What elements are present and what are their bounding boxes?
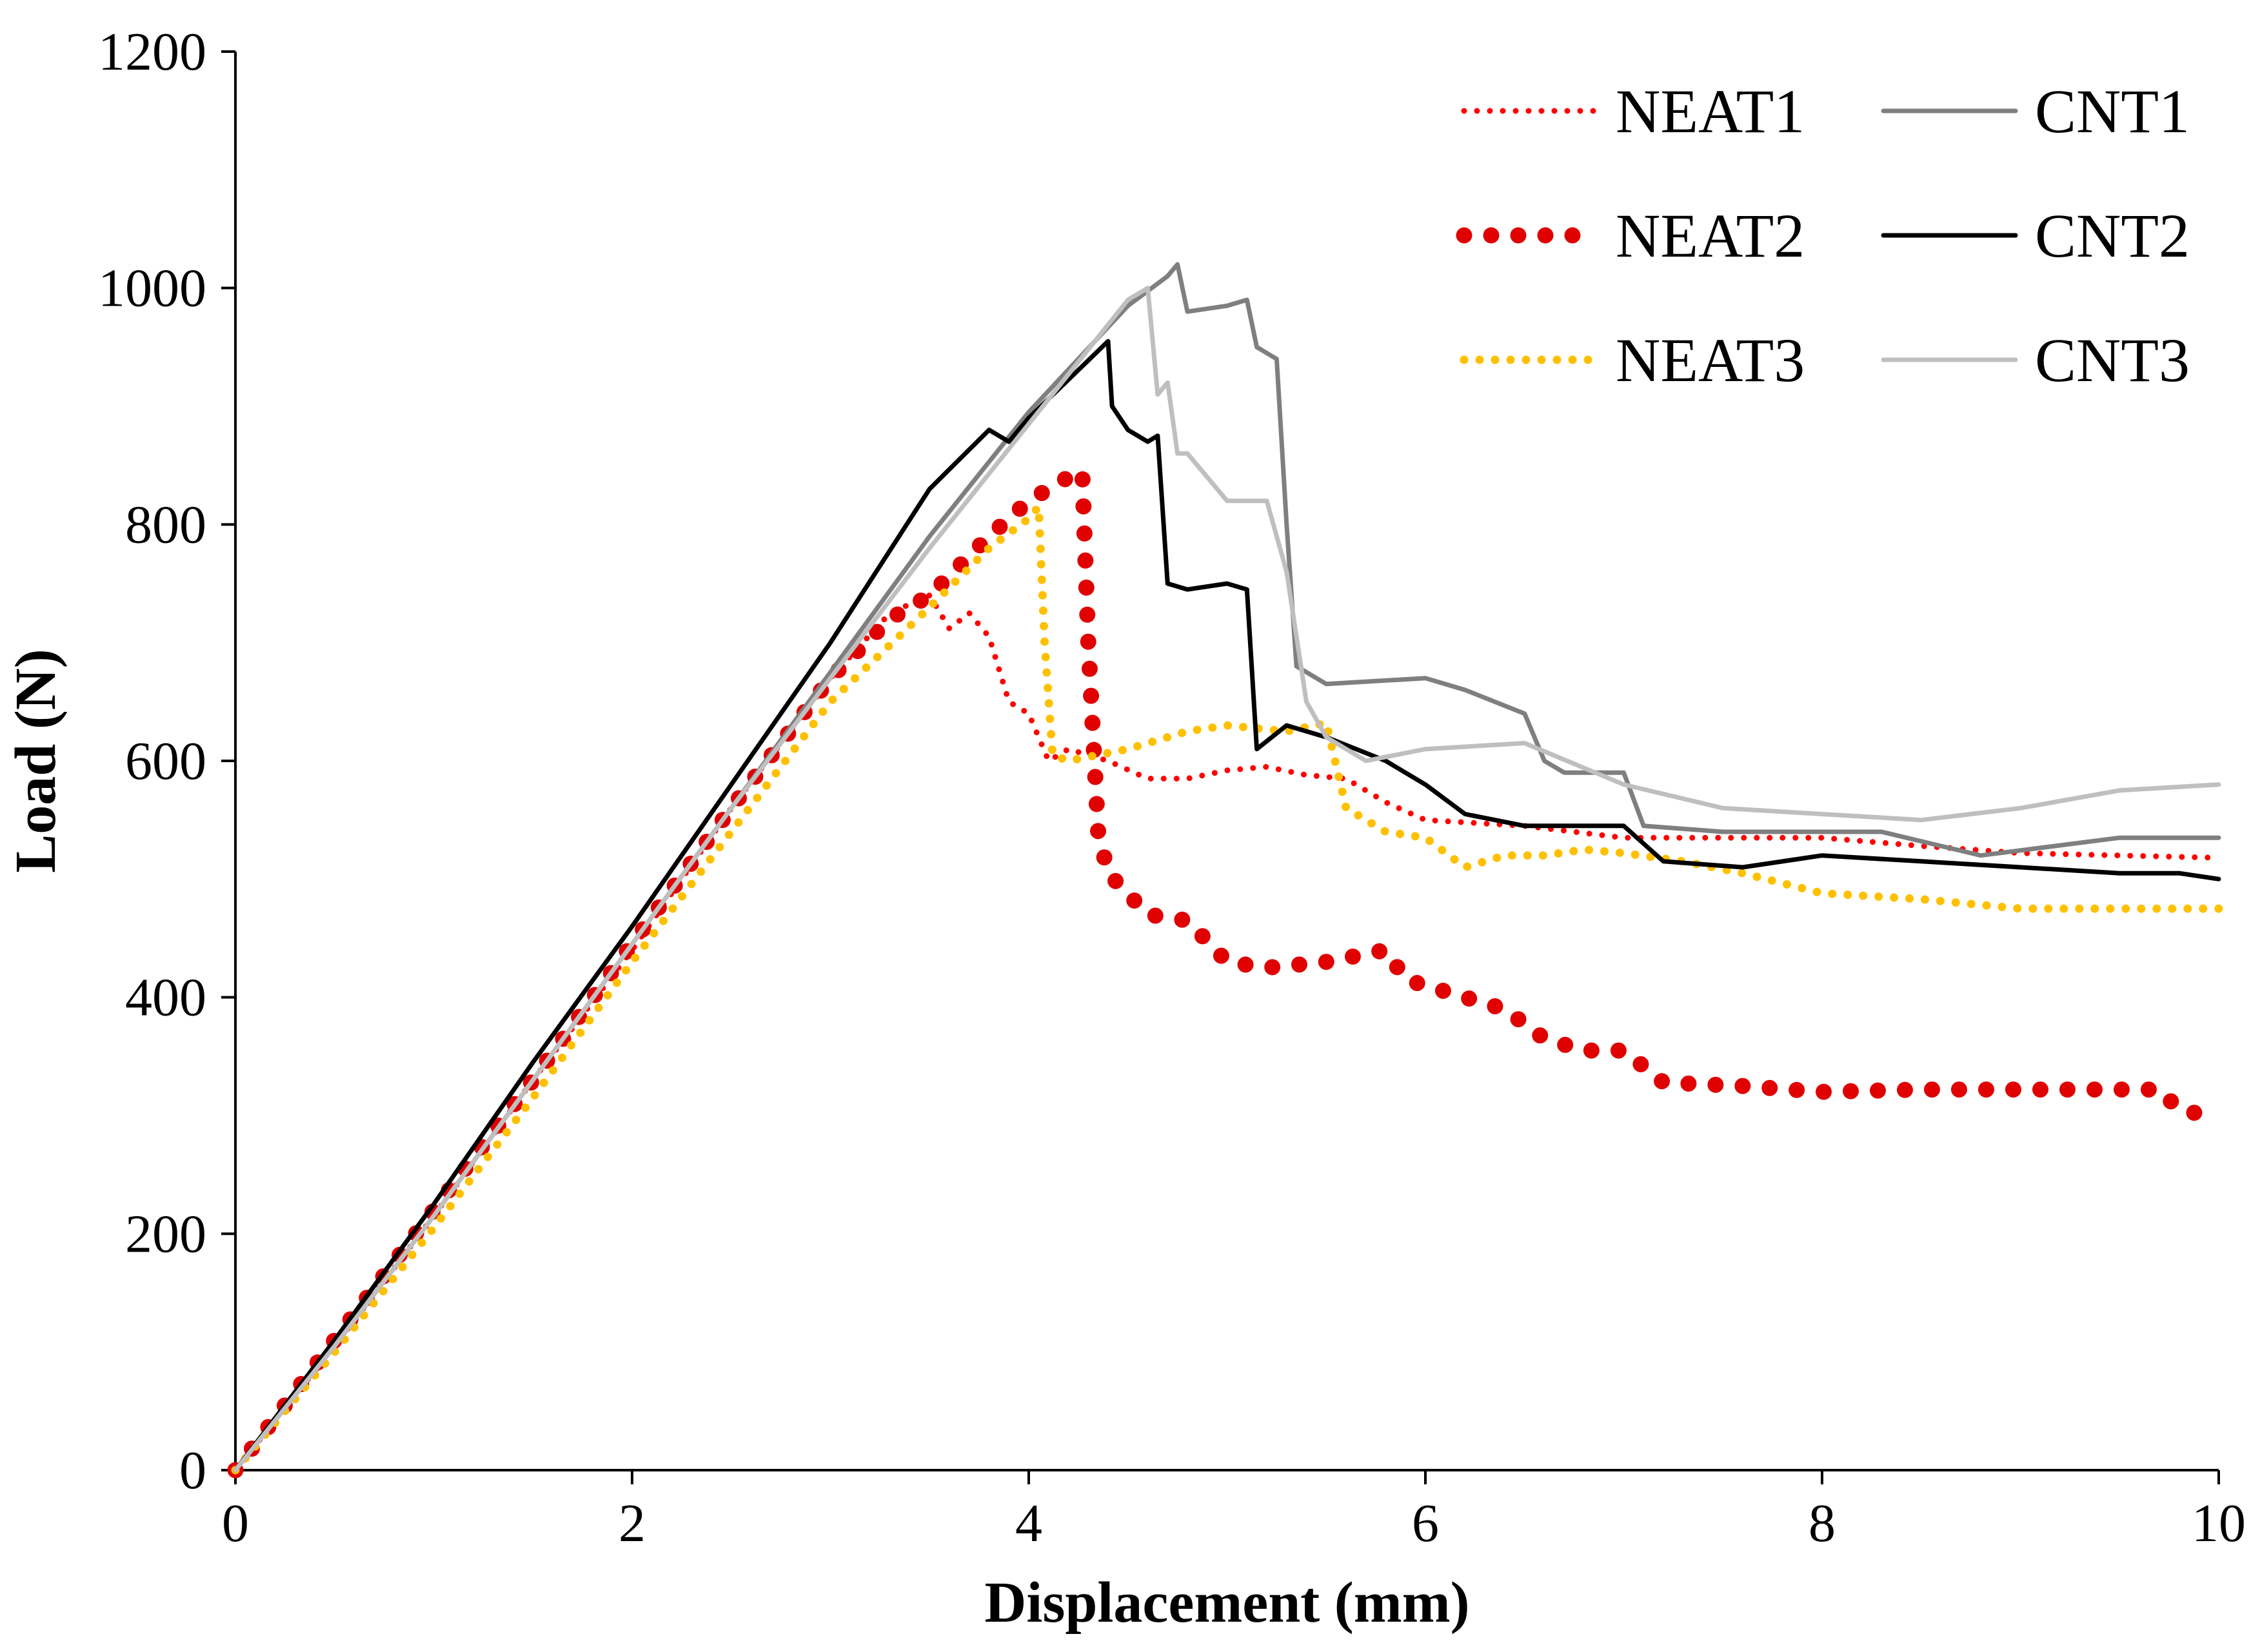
x-tick-label: 4 (1015, 1493, 1042, 1553)
x-tick-label: 8 (1809, 1493, 1836, 1553)
y-tick-label: 600 (125, 731, 206, 791)
series-neat3-line (231, 502, 2223, 1475)
series-neat1-line (232, 592, 2222, 1473)
x-tick-label: 10 (2192, 1493, 2246, 1553)
y-tick-label: 1200 (98, 22, 206, 82)
y-tick-label: 1000 (98, 259, 206, 319)
series-cnt3-line (233, 286, 2221, 1473)
legend-label-neat1: NEAT1 (1616, 77, 1805, 146)
legend: NEAT1 CNT1 NEAT2 CNT2 NEAT3 CNT3 (1456, 77, 2190, 395)
axes: 0 200 400 600 800 1000 1200 0 2 4 6 8 10 (98, 22, 2246, 1553)
legend-label-neat2: NEAT2 (1616, 201, 1805, 270)
series-cnt1-line (233, 262, 2221, 1473)
x-tick-label: 6 (1412, 1493, 1439, 1553)
y-axis-title: Load (N) (4, 649, 68, 873)
y-tick-label: 800 (125, 495, 206, 555)
series-cnt2-line (233, 339, 2221, 1473)
legend-label-cnt2: CNT2 (2035, 201, 2190, 270)
x-axis-title: Displacement (mm) (984, 1571, 1469, 1635)
x-tick-label: 2 (619, 1493, 646, 1553)
legend-label-neat3: NEAT3 (1616, 326, 1805, 395)
series-layer (227, 262, 2227, 1479)
y-tick-label: 200 (125, 1204, 206, 1264)
y-tick-label: 0 (179, 1441, 206, 1500)
legend-label-cnt1: CNT1 (2035, 77, 2190, 146)
x-tick-label: 0 (222, 1493, 249, 1553)
legend-label-cnt3: CNT3 (2035, 326, 2190, 395)
series-neat2-line (227, 463, 2227, 1479)
y-tick-label: 400 (125, 968, 206, 1028)
